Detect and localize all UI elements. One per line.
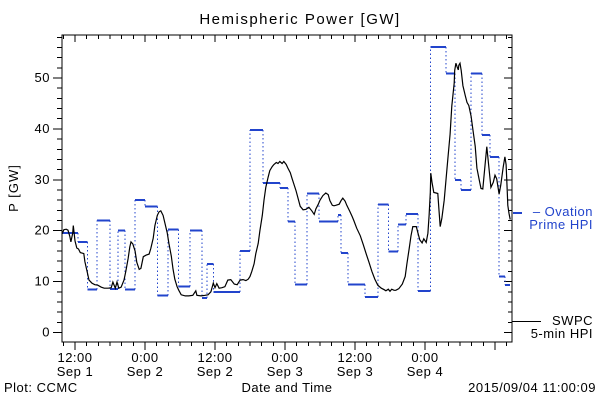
plot-source-label: Plot: CCMC (4, 380, 78, 395)
y-tick-label: 20 (35, 223, 50, 238)
x-tick-time-label: 0:00 (411, 350, 438, 365)
x-axis-label: Date and Time (241, 380, 333, 395)
x-tick-time-label: 0:00 (131, 350, 158, 365)
y-tick-label: 0 (42, 325, 50, 340)
x-tick-date-label: Sep 4 (407, 364, 443, 379)
legend-swpc-5min-hpi: SWPC 5-min HPI (531, 314, 593, 340)
legend-ovation-line1: – Ovation (532, 204, 593, 219)
chart-title: Hemispheric Power [GW] (199, 11, 401, 28)
legend-swpc-line1: SWPC (552, 313, 593, 328)
swpc-legend-pointer-line (512, 321, 541, 322)
plot-timestamp: 2015/09/04 11:00:09 (468, 380, 596, 395)
x-tick-date-label: Sep 2 (197, 364, 233, 379)
legend-ovation-line2: Prime HPI (529, 217, 593, 232)
x-tick-date-label: Sep 3 (267, 364, 303, 379)
y-tick-label: 30 (35, 172, 50, 187)
x-tick-date-label: Sep 1 (57, 364, 93, 379)
x-tick-time-label: 0:00 (271, 350, 298, 365)
legend-swpc-line2: 5-min HPI (530, 326, 593, 341)
x-tick-date-label: Sep 3 (337, 364, 373, 379)
x-tick-time-label: 12:00 (57, 350, 92, 365)
swpc-series-line (61, 61, 511, 297)
y-tick-label: 50 (35, 70, 50, 85)
x-tick-time-label: 12:00 (197, 350, 232, 365)
y-axis-label: P [GW] (6, 164, 21, 212)
plot-frame (61, 34, 513, 343)
x-tick-date-label: Sep 2 (127, 364, 163, 379)
x-tick-time-label: 12:00 (337, 350, 372, 365)
y-tick-label: 40 (35, 121, 50, 136)
y-tick-label: 10 (35, 274, 50, 289)
legend-ovation-prime-hpi: – Ovation Prime HPI (529, 205, 593, 231)
ovation-legend-pointer-line (513, 212, 522, 214)
